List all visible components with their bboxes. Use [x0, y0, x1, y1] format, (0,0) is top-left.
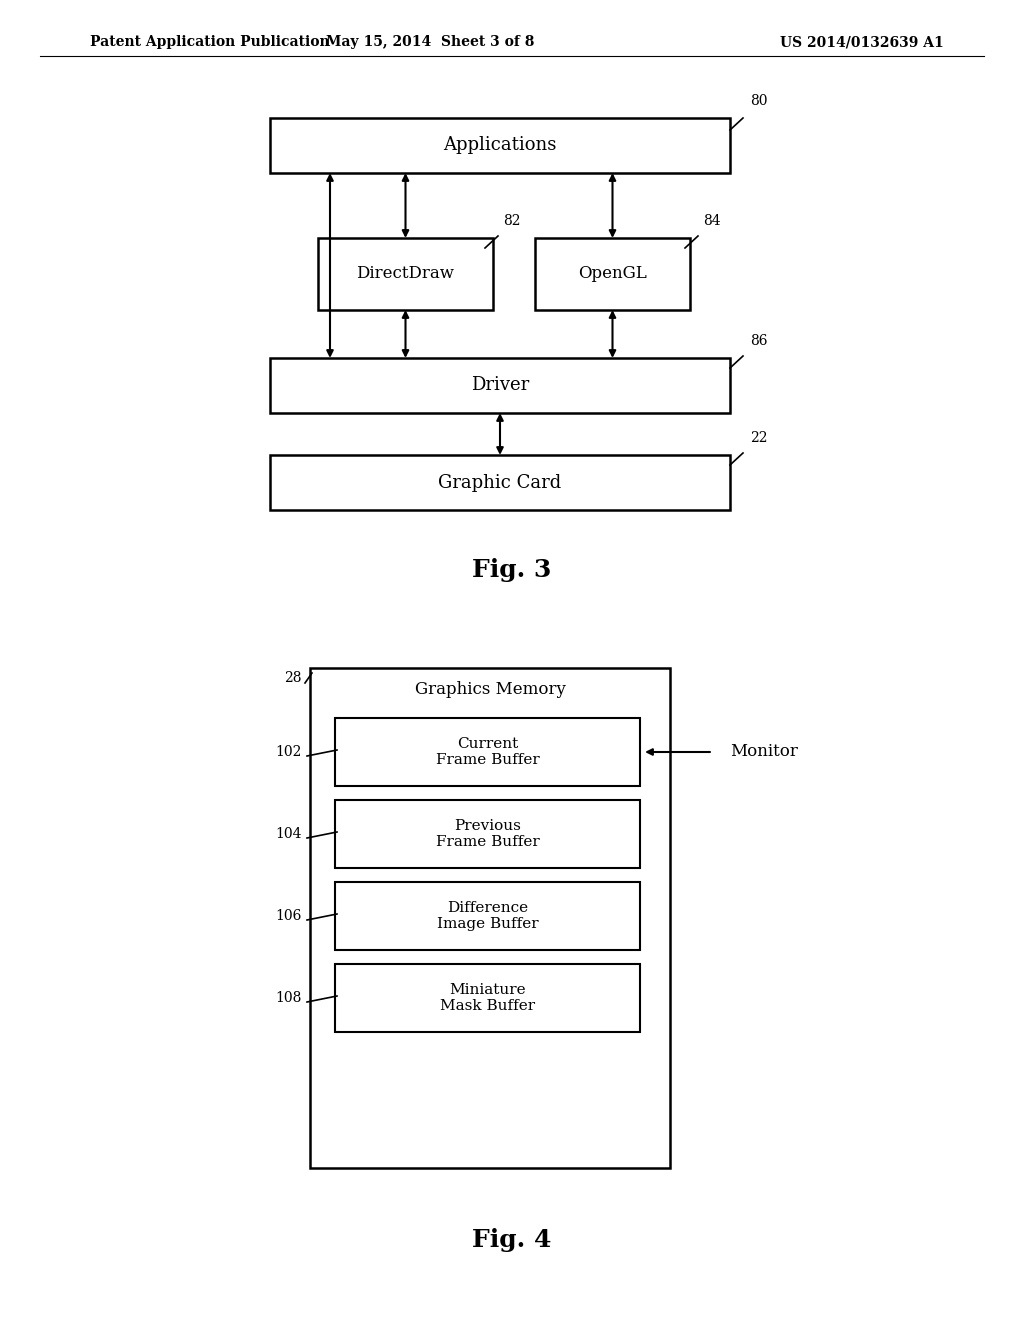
Text: Difference
Image Buffer: Difference Image Buffer — [436, 900, 539, 931]
Text: Previous
Frame Buffer: Previous Frame Buffer — [435, 818, 540, 849]
Text: 22: 22 — [750, 432, 768, 445]
Text: Fig. 3: Fig. 3 — [472, 558, 552, 582]
Text: Monitor: Monitor — [730, 743, 798, 760]
Bar — [335, 882, 640, 950]
Bar — [335, 718, 640, 785]
Text: May 15, 2014  Sheet 3 of 8: May 15, 2014 Sheet 3 of 8 — [326, 36, 535, 49]
Bar — [318, 238, 493, 310]
Bar — [335, 800, 640, 869]
Text: 84: 84 — [703, 214, 721, 228]
Text: 106: 106 — [275, 909, 302, 923]
Text: OpenGL: OpenGL — [579, 265, 647, 282]
Text: Driver: Driver — [471, 376, 529, 395]
Text: DirectDraw: DirectDraw — [356, 265, 455, 282]
Text: Miniature
Mask Buffer: Miniature Mask Buffer — [440, 983, 536, 1014]
Bar — [335, 964, 640, 1032]
Bar — [270, 117, 730, 173]
Bar — [535, 238, 690, 310]
Text: 80: 80 — [750, 94, 768, 108]
Text: 28: 28 — [285, 671, 302, 685]
Text: Current
Frame Buffer: Current Frame Buffer — [435, 737, 540, 767]
Bar — [270, 358, 730, 413]
Text: 82: 82 — [503, 214, 520, 228]
Text: US 2014/0132639 A1: US 2014/0132639 A1 — [780, 36, 944, 49]
Text: Graphics Memory: Graphics Memory — [415, 681, 565, 698]
Text: 104: 104 — [275, 828, 302, 841]
Text: 102: 102 — [275, 744, 302, 759]
Text: Fig. 4: Fig. 4 — [472, 1228, 552, 1251]
Bar — [270, 455, 730, 510]
Text: Graphic Card: Graphic Card — [438, 474, 561, 491]
Bar — [310, 668, 670, 1168]
Text: Applications: Applications — [443, 136, 557, 154]
Text: 86: 86 — [750, 334, 768, 348]
Text: 108: 108 — [275, 991, 302, 1005]
Text: Patent Application Publication: Patent Application Publication — [90, 36, 330, 49]
